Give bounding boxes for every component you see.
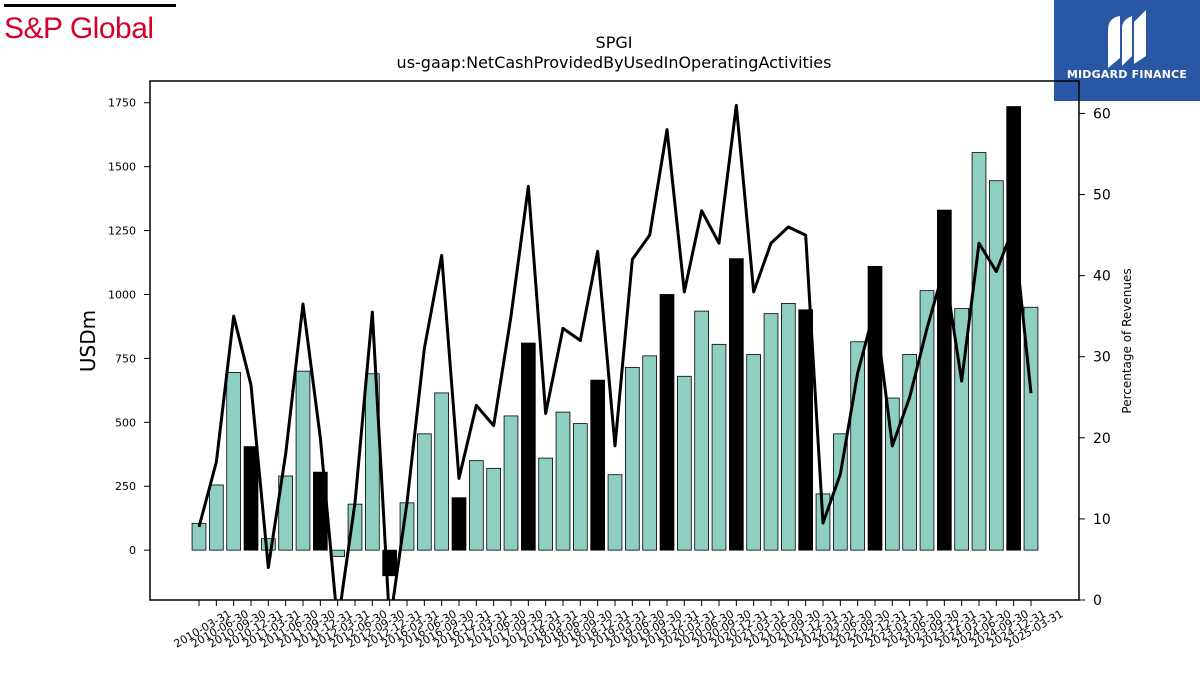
midgard-m-icon <box>1108 10 1146 68</box>
midgard-finance-logo-text: MIDGARD FINANCE <box>1066 68 1188 81</box>
bar-2024-12-31 <box>1006 106 1021 551</box>
bar-2010-06-30 <box>208 484 224 551</box>
bar-2023-03-31 <box>885 397 900 551</box>
bar-2023-12-31 <box>937 209 952 551</box>
bar-2020-12-31 <box>729 258 744 551</box>
x-axis: 2010-03-312010-06-302010-09-302010-12-31… <box>172 600 1066 651</box>
bar-2010-03-31 <box>191 522 207 551</box>
bar-2018-09-30 <box>573 423 588 551</box>
bar-2016-09-30 <box>434 392 450 551</box>
bar-2024-09-30 <box>989 180 1004 551</box>
y-tick-label: 1750 <box>108 97 136 110</box>
y2-tick-label: 20 <box>1093 431 1111 447</box>
bar-2019-03-31 <box>607 474 623 551</box>
bar-2021-03-31 <box>746 354 761 551</box>
y-tick-label: 0 <box>129 544 136 557</box>
y-axis-label: USDm <box>76 310 100 372</box>
percentage-line <box>197 103 1033 600</box>
y-axis-right: 0 10 20 30 40 50 60 <box>1079 106 1111 609</box>
bar-2018-03-31 <box>538 457 553 551</box>
bar-2018-06-30 <box>555 411 571 551</box>
y2-tick-label: 60 <box>1093 106 1111 122</box>
bar-2017-09-30 <box>503 415 519 551</box>
y-tick-label: 1250 <box>108 225 136 238</box>
bar-2010-12-31 <box>243 446 259 551</box>
bar-2016-06-30 <box>416 433 432 551</box>
bar-2020-09-30 <box>711 343 727 551</box>
bar-2024-06-30 <box>971 152 987 551</box>
y2-axis-label: Percentage of Revenues <box>1120 268 1134 413</box>
percentage-line-series <box>197 103 1033 600</box>
bar-2012-03-31 <box>330 549 346 557</box>
bar-2011-03-31 <box>260 538 276 551</box>
chart-title: SPGI <box>596 33 633 52</box>
y-tick-label: 1500 <box>108 161 136 174</box>
bar-2017-03-31 <box>468 460 484 551</box>
y2-tick-label: 40 <box>1093 269 1111 285</box>
y2-tick-label: 10 <box>1093 512 1111 528</box>
y-tick-label: 500 <box>115 416 136 429</box>
bar-2010-09-30 <box>226 372 241 551</box>
bar-2017-06-30 <box>486 467 502 551</box>
bar-2018-12-31 <box>590 379 605 551</box>
y-tick-label: 750 <box>115 352 136 365</box>
y2-tick-label: 30 <box>1093 350 1111 366</box>
bar-2017-12-31 <box>521 342 536 551</box>
bar-2021-06-30 <box>763 313 779 551</box>
y-axis-left: 0 250 500 750 1000 1250 1500 1750 <box>108 97 150 557</box>
sp-global-logo: S&P Global <box>4 4 178 46</box>
chart-subtitle: us-gaap:NetCashProvidedByUsedInOperating… <box>397 53 832 72</box>
bar-2011-06-30 <box>278 475 294 551</box>
bar-2020-06-30 <box>694 310 709 551</box>
y2-tick-label: 0 <box>1093 593 1102 609</box>
bar-2019-12-31 <box>659 294 675 551</box>
y-tick-label: 1000 <box>108 288 136 301</box>
bar-2016-12-31 <box>451 497 467 551</box>
bar-series <box>191 106 1039 577</box>
bar-2021-12-31 <box>798 309 813 551</box>
sp-global-logo-text: S&P Global <box>4 12 154 45</box>
logo-rule <box>4 4 176 7</box>
bar-2019-06-30 <box>625 366 640 551</box>
bar-2011-09-30 <box>295 370 311 551</box>
bar-2021-09-30 <box>781 303 796 551</box>
bar-2019-09-30 <box>642 355 657 551</box>
y2-tick-label: 50 <box>1093 188 1111 204</box>
bar-2024-03-31 <box>954 308 969 551</box>
bar-2023-09-30 <box>919 290 935 551</box>
y-tick-label: 250 <box>115 480 136 493</box>
bar-2020-03-31 <box>677 375 692 551</box>
